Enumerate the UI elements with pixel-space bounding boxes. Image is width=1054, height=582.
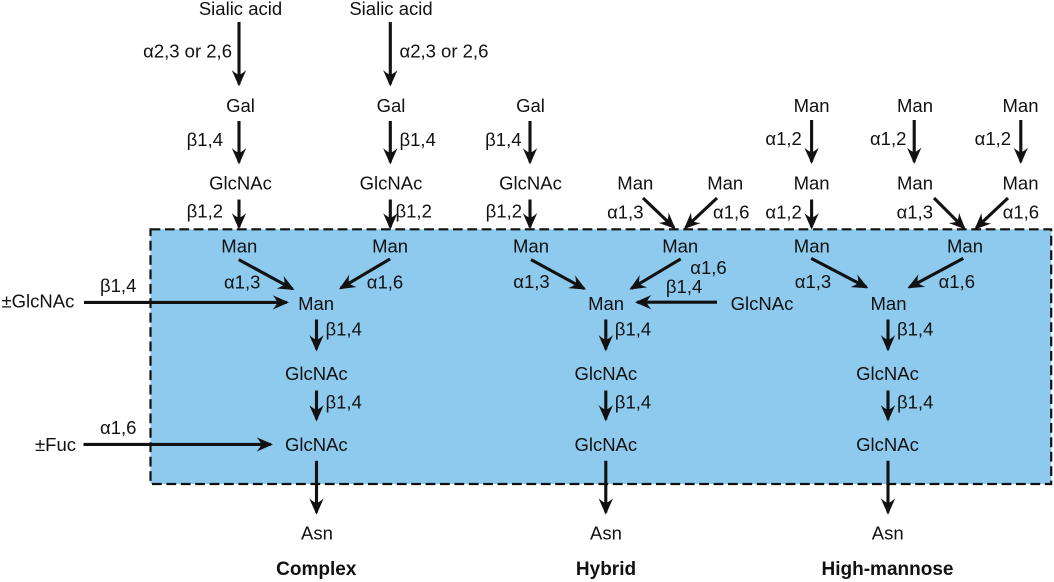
svg-text:α1,2: α1,2 <box>975 128 1011 149</box>
svg-text:Man: Man <box>372 236 408 257</box>
svg-text:α1,6: α1,6 <box>713 202 749 223</box>
svg-text:Hybrid: Hybrid <box>576 559 636 580</box>
svg-text:Man: Man <box>513 236 549 257</box>
svg-text:β1,4: β1,4 <box>326 319 362 340</box>
svg-text:GlcNAc: GlcNAc <box>856 434 919 455</box>
svg-text:β1,4: β1,4 <box>666 276 702 297</box>
svg-text:Gal: Gal <box>377 95 406 116</box>
svg-text:α1,2: α1,2 <box>765 202 801 223</box>
svg-text:Sialic acid: Sialic acid <box>349 0 432 19</box>
svg-text:α2,3 or 2,6: α2,3 or 2,6 <box>143 41 232 62</box>
svg-text:Man: Man <box>794 95 830 116</box>
svg-text:Asn: Asn <box>590 523 622 544</box>
svg-text:β1,4: β1,4 <box>326 392 362 413</box>
svg-text:Man: Man <box>588 293 624 314</box>
svg-text:GlcNAc: GlcNAc <box>731 293 794 314</box>
svg-text:Man: Man <box>662 236 698 257</box>
svg-text:β1,4: β1,4 <box>897 319 933 340</box>
svg-text:β1,4: β1,4 <box>615 392 651 413</box>
svg-text:Man: Man <box>707 173 743 194</box>
svg-text:β1,4: β1,4 <box>897 392 933 413</box>
svg-text:β1,2: β1,2 <box>486 201 522 222</box>
svg-text:β1,4: β1,4 <box>615 319 651 340</box>
svg-text:Gal: Gal <box>226 95 255 116</box>
svg-text:GlcNAc: GlcNAc <box>856 363 919 384</box>
svg-text:α1,6: α1,6 <box>1003 202 1039 223</box>
svg-text:β1,4: β1,4 <box>187 129 223 150</box>
svg-text:Man: Man <box>298 293 334 314</box>
svg-text:Man: Man <box>1003 95 1039 116</box>
svg-text:Man: Man <box>1003 173 1039 194</box>
svg-text:Man: Man <box>794 173 830 194</box>
svg-text:Complex: Complex <box>276 559 357 580</box>
svg-text:α1,3: α1,3 <box>513 271 549 292</box>
svg-text:α1,6: α1,6 <box>690 257 726 278</box>
svg-text:GlcNAc: GlcNAc <box>574 434 637 455</box>
svg-text:β1,2: β1,2 <box>187 201 223 222</box>
svg-text:GlcNAc: GlcNAc <box>285 363 348 384</box>
svg-text:GlcNAc: GlcNAc <box>499 173 562 194</box>
svg-text:β1,4: β1,4 <box>100 275 136 296</box>
svg-text:Man: Man <box>617 173 653 194</box>
svg-text:α1,2: α1,2 <box>765 128 801 149</box>
svg-text:β1,4: β1,4 <box>400 129 436 150</box>
svg-text:Man: Man <box>897 95 933 116</box>
svg-text:GlcNAc: GlcNAc <box>574 363 637 384</box>
svg-text:Asn: Asn <box>872 523 904 544</box>
svg-text:Gal: Gal <box>516 95 545 116</box>
svg-text:α1,6: α1,6 <box>100 417 136 438</box>
svg-text:α1,2: α1,2 <box>870 128 906 149</box>
svg-text:α1,3: α1,3 <box>224 272 260 293</box>
svg-text:±Fuc: ±Fuc <box>35 434 76 455</box>
svg-text:GlcNAc: GlcNAc <box>285 434 348 455</box>
svg-text:GlcNAc: GlcNAc <box>360 173 423 194</box>
svg-text:α1,6: α1,6 <box>367 272 403 293</box>
svg-text:Man: Man <box>794 236 830 257</box>
svg-text:Man: Man <box>947 236 983 257</box>
svg-text:α1,3: α1,3 <box>897 202 933 223</box>
svg-text:Man: Man <box>897 173 933 194</box>
svg-text:α1,6: α1,6 <box>939 271 975 292</box>
svg-text:β1,4: β1,4 <box>485 129 521 150</box>
svg-text:Man: Man <box>871 293 907 314</box>
svg-text:Man: Man <box>221 236 257 257</box>
svg-text:±GlcNAc: ±GlcNAc <box>2 291 75 312</box>
svg-text:β1,2: β1,2 <box>396 201 432 222</box>
svg-text:α1,3: α1,3 <box>607 202 643 223</box>
svg-text:α1,3: α1,3 <box>795 271 831 292</box>
svg-text:Asn: Asn <box>301 523 333 544</box>
svg-text:Sialic acid: Sialic acid <box>199 0 282 19</box>
svg-text:GlcNAc: GlcNAc <box>209 173 272 194</box>
svg-text:High-mannose: High-mannose <box>822 559 954 580</box>
svg-text:α2,3 or 2,6: α2,3 or 2,6 <box>400 41 489 62</box>
